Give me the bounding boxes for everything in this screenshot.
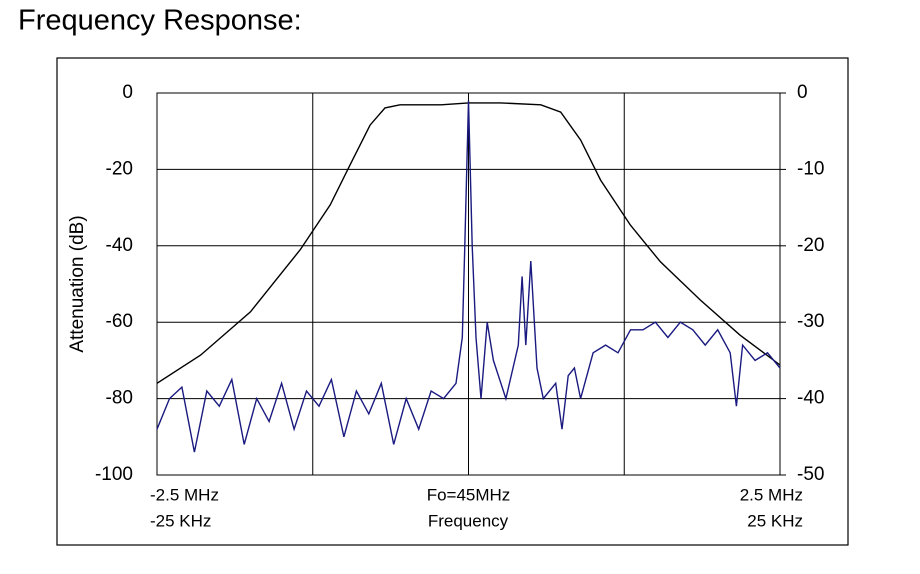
y-tick-label: -60 [106,311,133,332]
y-tick-label: -100 [95,464,133,485]
y-tick-label: -40 [106,235,133,256]
x2-tick-label: 25 KHz [747,511,803,530]
y2-tick-label: 0 [797,82,808,103]
y2-tick-label: -10 [797,158,824,179]
x-axis-label: Frequency [428,511,509,530]
y2-tick-label: -20 [797,235,824,256]
y2-tick-label: -40 [797,388,824,409]
y2-tick-label: -50 [797,464,824,485]
y-tick-label: 0 [122,82,133,103]
x-tick-label: -2.5 MHz [150,485,219,504]
x2-tick-label: -25 KHz [150,511,211,530]
series-line [156,100,781,453]
y-tick-label: -80 [106,388,133,409]
x-tick-label: Fo=45MHz [427,485,511,504]
y2-tick-label: -30 [797,311,824,332]
y-axis-label: Attenuation (dB) [67,215,88,352]
chart-title: Frequency Response: [18,5,302,37]
frame [56,57,849,546]
y-tick-label: -20 [106,158,133,179]
x-tick-label: 2.5 MHz [740,485,803,504]
